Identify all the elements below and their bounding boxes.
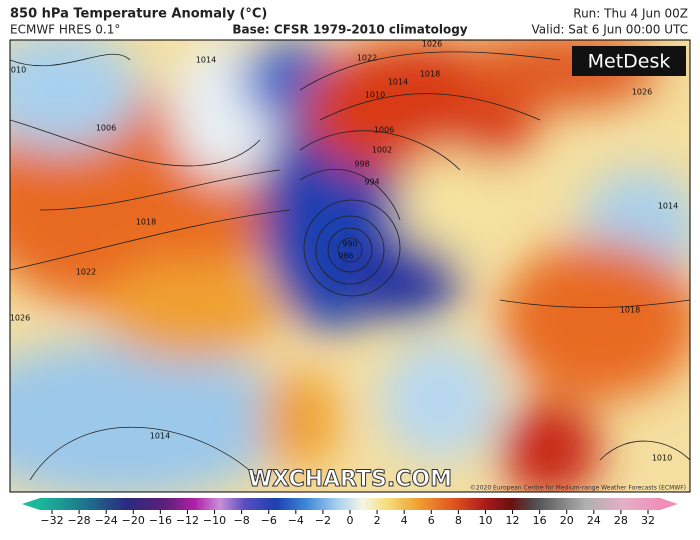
copyright: ©2020 European Centre for Medium-range W… (470, 485, 686, 492)
model: ECMWF HRES 0.1° (10, 23, 120, 37)
isobar-label: 1022 (357, 54, 377, 63)
colorbar-max-arrow (660, 498, 678, 510)
isobar-label: 1010 (652, 454, 672, 463)
colorbar-tick-label: −6 (261, 514, 277, 527)
isobar-label: 1014 (658, 202, 678, 211)
isobar-label: 1014 (196, 56, 216, 65)
isobar-label: 986 (338, 252, 353, 261)
isobar-label: 1018 (136, 218, 156, 227)
colorbar-tick-label: 20 (560, 514, 574, 527)
colorbar-tick-label: 32 (641, 514, 655, 527)
map-frame (9, 39, 691, 493)
colorbar-tick-label: 2 (374, 514, 381, 527)
colorbar-tick-label: 0 (347, 514, 354, 527)
isobar-label: 1022 (76, 268, 96, 277)
isobar-label: 1018 (620, 306, 640, 315)
isobar-label: 1014 (150, 432, 170, 441)
isobar-label: 994 (364, 178, 379, 187)
colorbar-tick-label: 16 (533, 514, 547, 527)
colorbar (40, 498, 660, 510)
isobar-label: 1002 (372, 146, 392, 155)
run: Run: Thu 4 Jun 00Z (573, 7, 688, 21)
colorbar-tick-label: −2 (315, 514, 331, 527)
colorbar-tick-label: −10 (203, 514, 226, 527)
colorbar-tick-label: −28 (67, 514, 90, 527)
colorbar-tick-label: −32 (40, 514, 63, 527)
isobar-label: 1006 (96, 124, 116, 133)
isobar-label: 1006 (374, 126, 394, 135)
colorbar-tick-label: −4 (288, 514, 304, 527)
colorbar-tick-label: −20 (122, 514, 145, 527)
isobar-label: 1010 (365, 91, 385, 100)
isobar-label: 998 (354, 160, 369, 169)
colorbar-tick-label: 8 (455, 514, 462, 527)
isobar-label: 1014 (388, 78, 408, 87)
valid: Valid: Sat 6 Jun 00:00 UTC (532, 23, 688, 37)
map: 1010100610141018102210261022101810141010… (6, 40, 690, 492)
colorbar-tick-label: −16 (149, 514, 172, 527)
colorbar-tick-label: 10 (478, 514, 492, 527)
colorbar-tick-label: 4 (401, 514, 408, 527)
isobar-label: 1026 (10, 314, 30, 323)
title: 850 hPa Temperature Anomaly (°C) (10, 7, 267, 22)
colorbar-tick-label: −12 (176, 514, 199, 527)
isobar-label: 1010 (6, 66, 26, 75)
colorbar-tick-label: 12 (506, 514, 520, 527)
isobar-label: 990 (342, 240, 357, 249)
isobar-label: 1026 (632, 88, 652, 97)
watermark: WXCHARTS.COM (248, 467, 452, 492)
colorbar-tick-label: −8 (234, 514, 250, 527)
isobar-label: 1026 (422, 40, 442, 49)
colorbar-min-arrow (22, 498, 40, 510)
colorbar-tick-label: −24 (95, 514, 118, 527)
colorbar-tick-label: 28 (614, 514, 628, 527)
colorbar-tick-label: 24 (587, 514, 601, 527)
logo: MetDesk (588, 51, 671, 73)
isobar-label: 1018 (420, 70, 440, 79)
colorbar-tick-label: 6 (428, 514, 435, 527)
base: Base: CFSR 1979-2010 climatology (232, 23, 467, 37)
